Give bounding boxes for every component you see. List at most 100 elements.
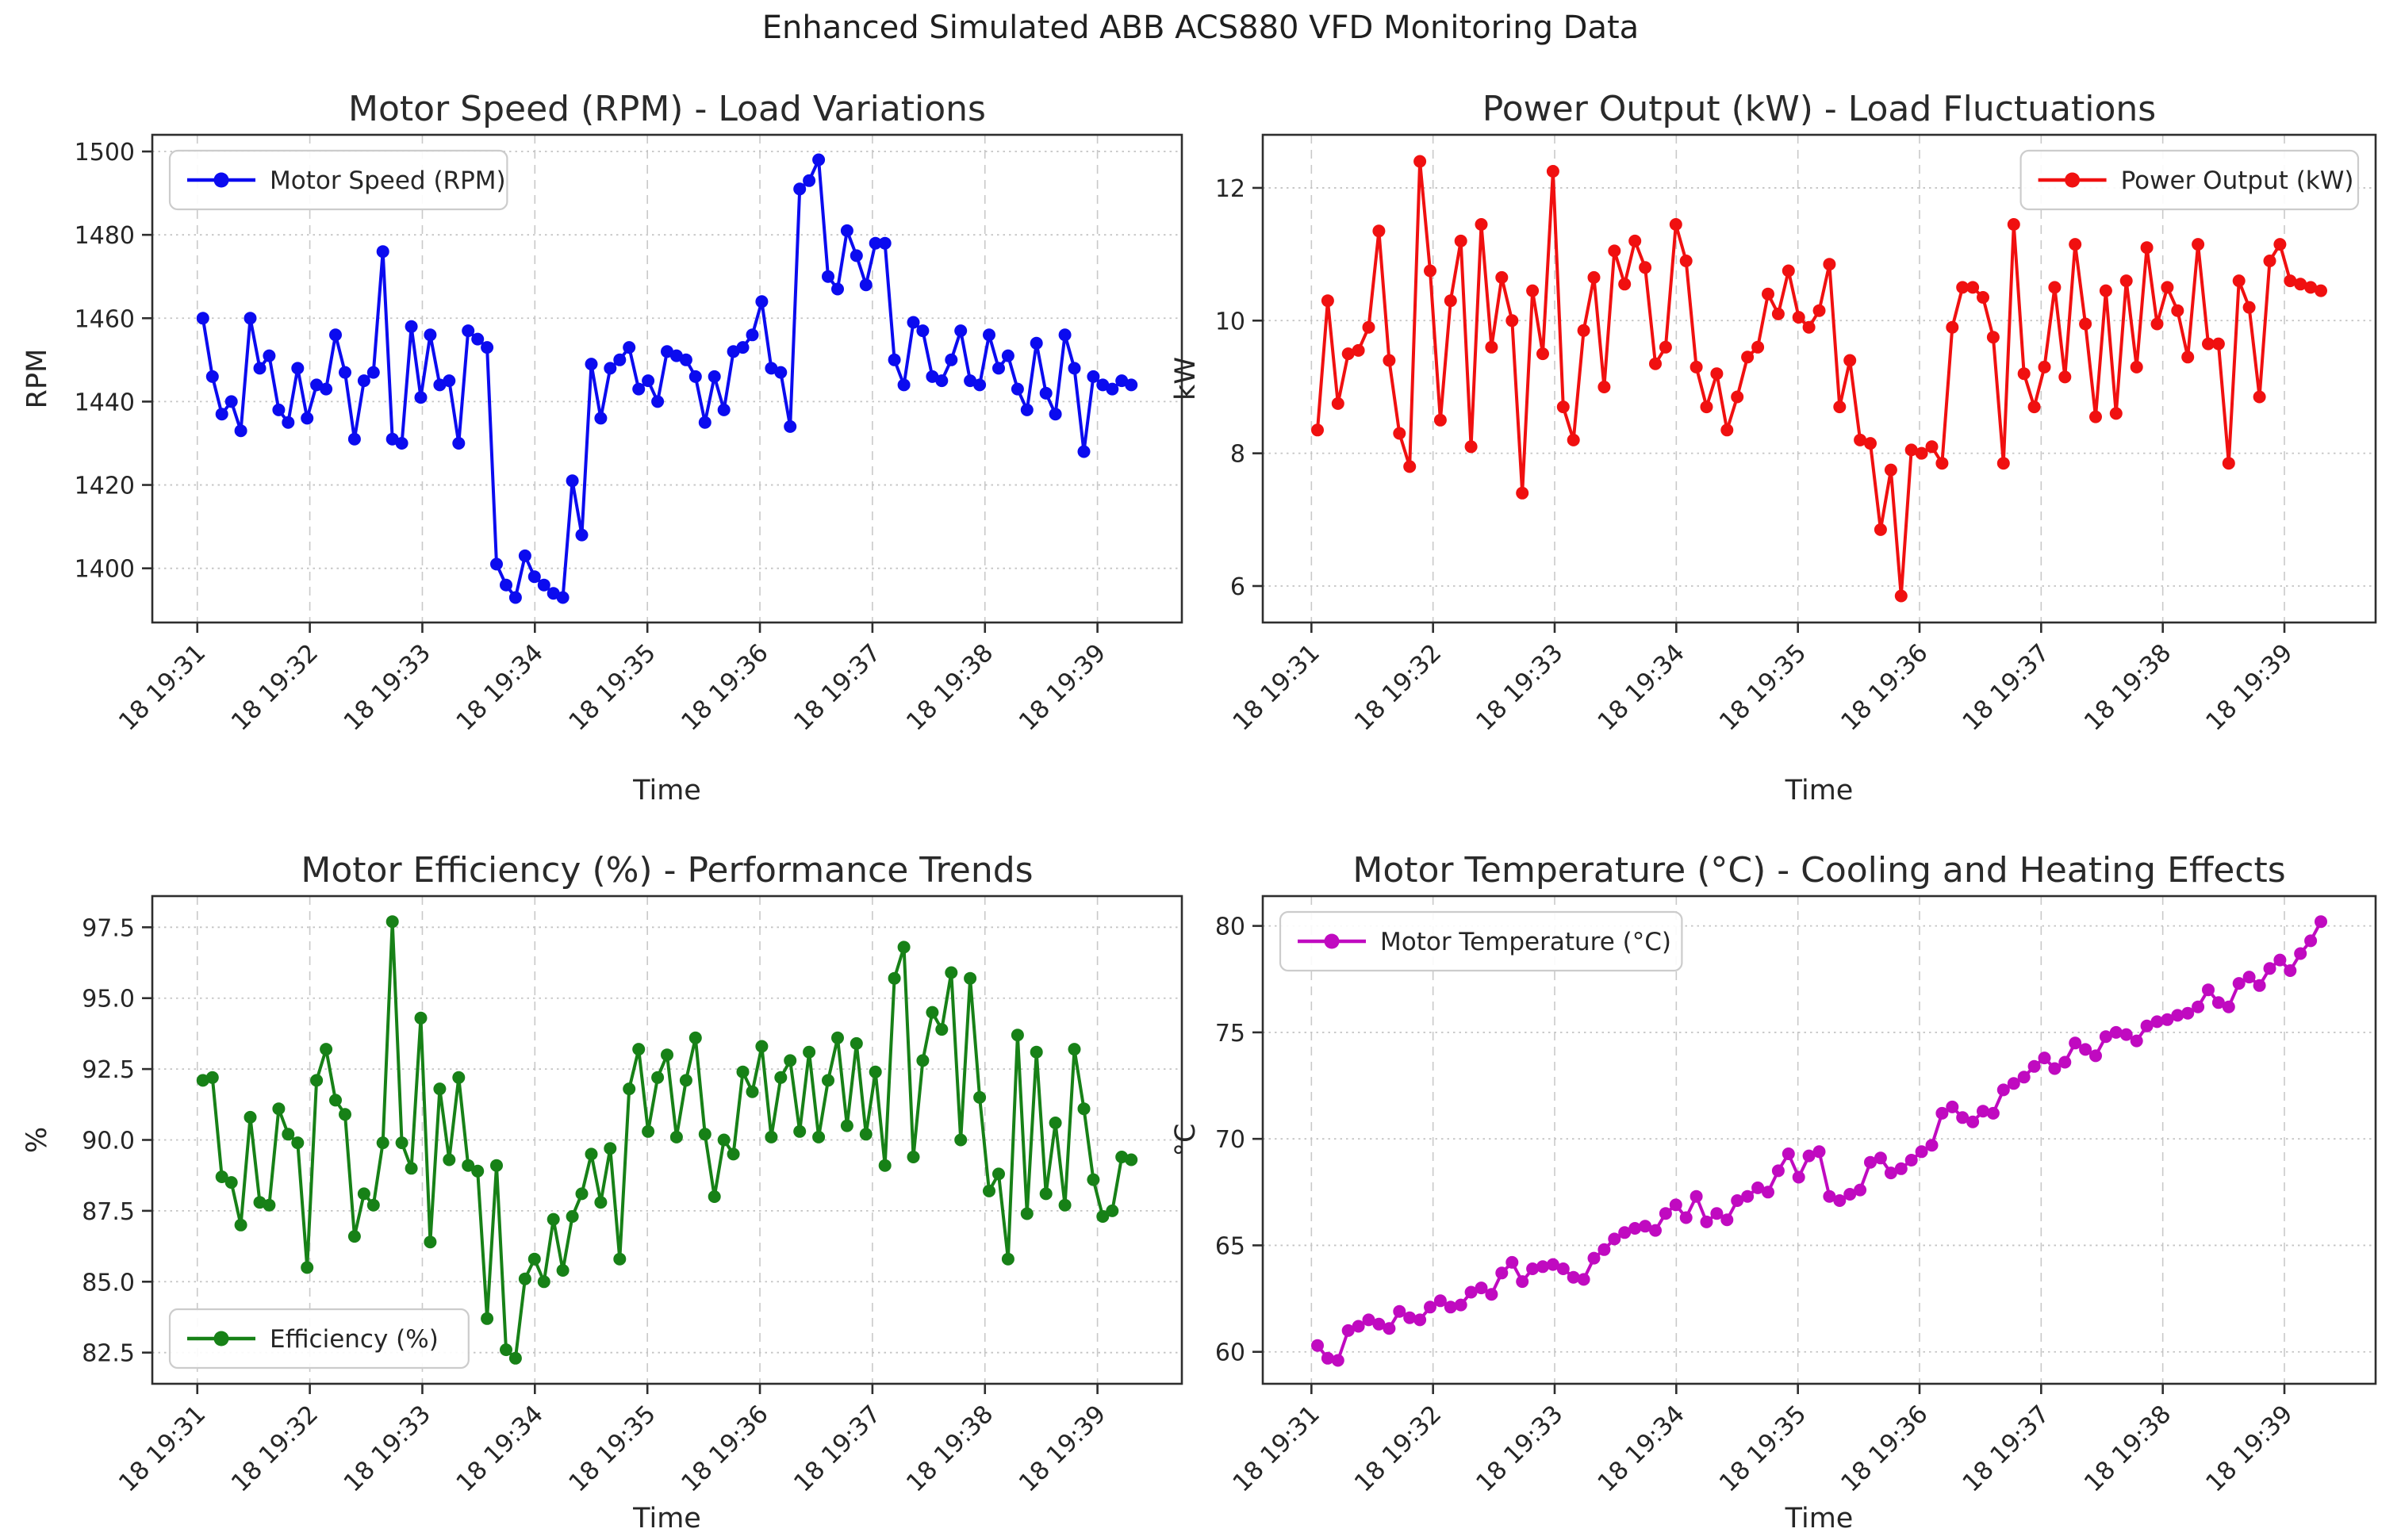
chart-title-motor-efficiency: Motor Efficiency (%) - Performance Trend…	[301, 850, 1033, 891]
svg-text:18 19:31: 18 19:31	[113, 638, 211, 736]
data-point	[822, 1074, 834, 1087]
data-point	[508, 1351, 522, 1365]
data-point	[1106, 1204, 1119, 1217]
data-point	[1556, 400, 1570, 414]
y-axis-motor-speed: 1400 1420 1440 1460 1480 1500	[75, 139, 152, 584]
data-point	[2150, 317, 2164, 331]
data-point	[301, 412, 314, 425]
svg-text:18 19:39: 18 19:39	[2200, 638, 2298, 736]
x-axis-label-motor-temperature: Time	[1785, 1503, 1854, 1534]
data-point	[840, 1119, 853, 1132]
legend-label: Motor Temperature (°C)	[1380, 928, 1671, 956]
data-point	[613, 353, 627, 366]
data-point	[481, 341, 494, 354]
data-point	[2150, 1015, 2164, 1029]
data-point	[1618, 1226, 1632, 1239]
data-point	[1577, 324, 1590, 337]
data-point	[1792, 311, 1805, 324]
data-point	[859, 1128, 873, 1141]
x-axis-motor-temperature: 18 19:31 18 19:32 18 19:33 18 19:34 18 19:35…	[1228, 1384, 2299, 1498]
data-point	[385, 432, 399, 446]
series-motor-speed	[196, 153, 1138, 604]
legend-marker-icon	[213, 1331, 229, 1347]
data-point	[2294, 278, 2307, 291]
data-point	[282, 416, 295, 429]
data-point	[1720, 423, 1734, 437]
data-point	[1608, 244, 1621, 258]
data-point	[1966, 1115, 1980, 1128]
data-point	[443, 374, 456, 388]
data-point	[462, 324, 475, 338]
data-point	[1049, 1117, 1062, 1129]
data-point	[263, 1198, 276, 1212]
data-point	[708, 370, 721, 383]
data-point	[1454, 1298, 1467, 1312]
data-point	[1001, 1252, 1014, 1266]
data-point	[2232, 977, 2246, 990]
data-point	[357, 374, 370, 388]
data-point	[1618, 278, 1632, 291]
data-point	[2202, 337, 2215, 351]
data-point	[1433, 1294, 1447, 1308]
svg-text:18 19:39: 18 19:39	[2200, 1400, 2298, 1497]
data-point	[1454, 234, 1467, 247]
data-point	[793, 1124, 807, 1138]
data-point	[1864, 437, 1877, 450]
svg-text:10: 10	[1215, 308, 1245, 335]
data-point	[1690, 1189, 1703, 1203]
data-point	[1649, 357, 1662, 370]
data-point	[291, 1136, 305, 1150]
data-point	[717, 1133, 731, 1147]
data-point	[755, 1040, 769, 1053]
data-point	[2140, 241, 2154, 255]
data-point	[1444, 1301, 1457, 1314]
data-point	[1977, 291, 1989, 304]
data-point	[1802, 1149, 1816, 1163]
data-point	[1039, 386, 1053, 400]
data-point	[945, 966, 958, 979]
data-point	[1679, 255, 1693, 267]
data-point	[2192, 238, 2205, 251]
svg-text:18 19:35: 18 19:35	[563, 638, 661, 736]
data-point	[992, 1167, 1005, 1181]
data-point	[973, 378, 987, 392]
data-point	[2058, 370, 2072, 384]
data-point	[1362, 320, 1375, 334]
data-point	[698, 1128, 711, 1141]
data-point	[1587, 270, 1601, 284]
data-point	[339, 366, 351, 379]
data-point	[2284, 964, 2297, 977]
data-point	[1874, 1151, 1887, 1165]
data-point	[301, 1261, 314, 1274]
data-point	[945, 353, 958, 366]
data-point	[244, 1110, 257, 1124]
data-point	[1792, 1170, 1805, 1184]
data-point	[1087, 370, 1100, 383]
y-axis-motor-efficiency: 82.5 85.0 87.5 90.0 92.5 95.0 97.5	[82, 914, 152, 1368]
data-point	[1812, 1145, 1826, 1159]
y-axis-label-motor-temperature: °C	[1170, 1124, 1202, 1157]
data-point	[1751, 340, 1765, 354]
data-point	[433, 378, 447, 392]
data-point	[366, 366, 380, 379]
data-point	[2222, 457, 2235, 470]
svg-text:18 19:34: 18 19:34	[451, 638, 548, 736]
data-point	[642, 374, 655, 388]
data-point	[1823, 258, 1836, 271]
data-point	[1030, 1045, 1043, 1059]
data-point	[2304, 934, 2318, 948]
data-point	[547, 1212, 560, 1226]
data-point	[1077, 445, 1091, 458]
data-point	[2181, 1006, 2195, 1020]
svg-text:60: 60	[1215, 1339, 1245, 1367]
data-point	[2099, 1030, 2112, 1044]
svg-text:97.5: 97.5	[82, 914, 135, 942]
data-point	[1771, 307, 1785, 320]
data-point	[1608, 1232, 1621, 1246]
data-point	[537, 1275, 550, 1289]
x-axis-motor-efficiency: 18 19:31 18 19:32 18 19:33 18 19:34 18 19:35…	[113, 1384, 1111, 1498]
data-point	[907, 316, 920, 329]
y-axis-label-motor-speed: RPM	[21, 349, 53, 409]
